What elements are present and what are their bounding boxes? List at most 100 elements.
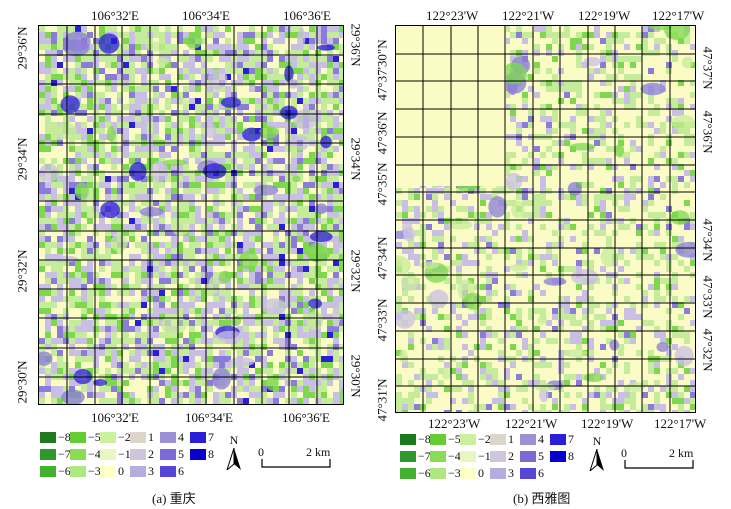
legend-label: 8 [568,449,574,463]
legend-label: 7 [568,432,574,446]
left-label-a-0: 29°36'N [14,26,30,70]
legend-label: −7 [58,447,71,461]
legend-label: 3 [508,466,514,480]
left-label-b-1: 47°36'N [374,111,390,155]
legend-item: 5 [160,447,184,461]
bottom-label-b-2: 122°19'W [581,416,634,431]
legend-swatch [520,451,536,462]
legend-swatch [130,449,146,460]
legend-label: 1 [508,432,514,446]
top-label-a-1: 106°34'E [182,8,230,23]
legend-swatch [190,449,206,460]
legend-label: 5 [178,447,184,461]
legend-label: 4 [178,430,184,444]
legend-item: −1 [100,447,131,461]
legend-item: 6 [520,466,544,480]
legend-label: 6 [538,466,544,480]
legend-swatch [70,432,86,443]
scale-bar-b: 0 2 km [621,446,711,476]
legend-swatch [430,434,446,445]
legend-item: −3 [70,464,101,478]
legend-item: 0 [460,466,484,480]
legend-swatch [460,468,476,479]
right-label-b-2: 47°34'N [700,218,716,262]
legend-item: 4 [160,430,184,444]
right-label-b-3: 47°33'N [700,275,716,319]
legend-label: −8 [58,430,71,444]
top-label-b-2: 122°19'W [578,8,631,23]
legend-label: −5 [448,432,461,446]
legend-swatch [160,432,176,443]
legend-item: 7 [190,430,214,444]
legend-swatch [400,468,416,479]
legend-swatch [70,449,86,460]
legend-item: 3 [490,466,514,480]
legend-item: −7 [40,447,71,461]
left-label-b-0: 47°37'30"N [374,39,390,101]
left-label-b-5: 47°31'N [374,378,390,422]
legend-swatch [100,466,116,477]
legend-swatch [430,451,446,462]
legend-item: −2 [460,432,491,446]
right-label-a-0: 29°36'N [348,23,364,67]
scale-bar-a: 0 2 km [258,445,348,475]
legend-item: 8 [190,447,214,461]
north-arrow-icon [225,447,241,472]
left-label-b-3: 47°34'N [374,236,390,280]
map-seattle[interactable] [395,25,696,413]
legend-label: 2 [148,447,154,461]
legend-item: −3 [430,466,461,480]
legend-swatch [190,432,206,443]
left-label-a-1: 29°34'N [14,137,30,181]
right-label-b-1: 47°36'N [700,110,716,154]
north-label: N [229,433,239,447]
legend-label: −6 [58,464,71,478]
legend-item: 5 [520,449,544,463]
legend-swatch [130,466,146,477]
legend-item: 2 [130,447,154,461]
bottom-label-a-2: 106°36'E [282,410,330,425]
right-label-b-4: 47°32'N [700,328,716,372]
bottom-label-a-1: 106°34'E [185,410,233,425]
legend-swatch [520,468,536,479]
legend-item: 3 [130,464,154,478]
legend-item: −6 [40,464,71,478]
left-label-a-3: 29°30'N [14,360,30,404]
legend-swatch [40,432,56,443]
left-label-a-2: 29°32'N [14,249,30,293]
caption-b: (b) 西雅图 [513,491,571,506]
legend-item: −8 [40,430,71,444]
scale-bar-icon [624,460,694,469]
map-chongqing[interactable] [38,25,344,405]
right-label-b-0: 47°37'N [700,46,716,90]
legend-item: −8 [400,432,431,446]
legend-swatch [70,466,86,477]
caption-a: (a) 重庆 [152,491,196,506]
legend-swatch [460,434,476,445]
legend-label: −3 [88,464,101,478]
bottom-label-b-3: 122°17'W [654,416,707,431]
legend-item: −2 [100,430,131,444]
legend-label: −5 [88,430,101,444]
legend-swatch [490,451,506,462]
north-arrow-a: N [224,433,244,474]
legend-swatch [100,432,116,443]
top-label-b-0: 122°23'W [426,8,479,23]
legend-a: −8 −5 −2 1 4 7 −7 −4 −1 2 5 8 −6 −3 0 3 6 [40,430,220,481]
legend-swatch [40,449,56,460]
legend-label: 7 [208,430,214,444]
scale-km-label: 2 km [669,446,694,460]
right-label-a-1: 29°34'N [348,137,364,181]
top-label-a-2: 106°36'E [283,8,331,23]
legend-label: −4 [448,449,461,463]
legend-label: 5 [538,449,544,463]
north-label: N [592,434,602,448]
right-label-a-2: 29°32'N [348,249,364,293]
north-arrow-b: N [587,434,607,475]
legend-item: 2 [490,449,514,463]
legend-swatch [550,434,566,445]
legend-label: −2 [118,430,131,444]
right-label-a-3: 29°30'N [348,354,364,398]
left-label-b-2: 47°35'N [374,162,390,206]
legend-item: 6 [160,464,184,478]
